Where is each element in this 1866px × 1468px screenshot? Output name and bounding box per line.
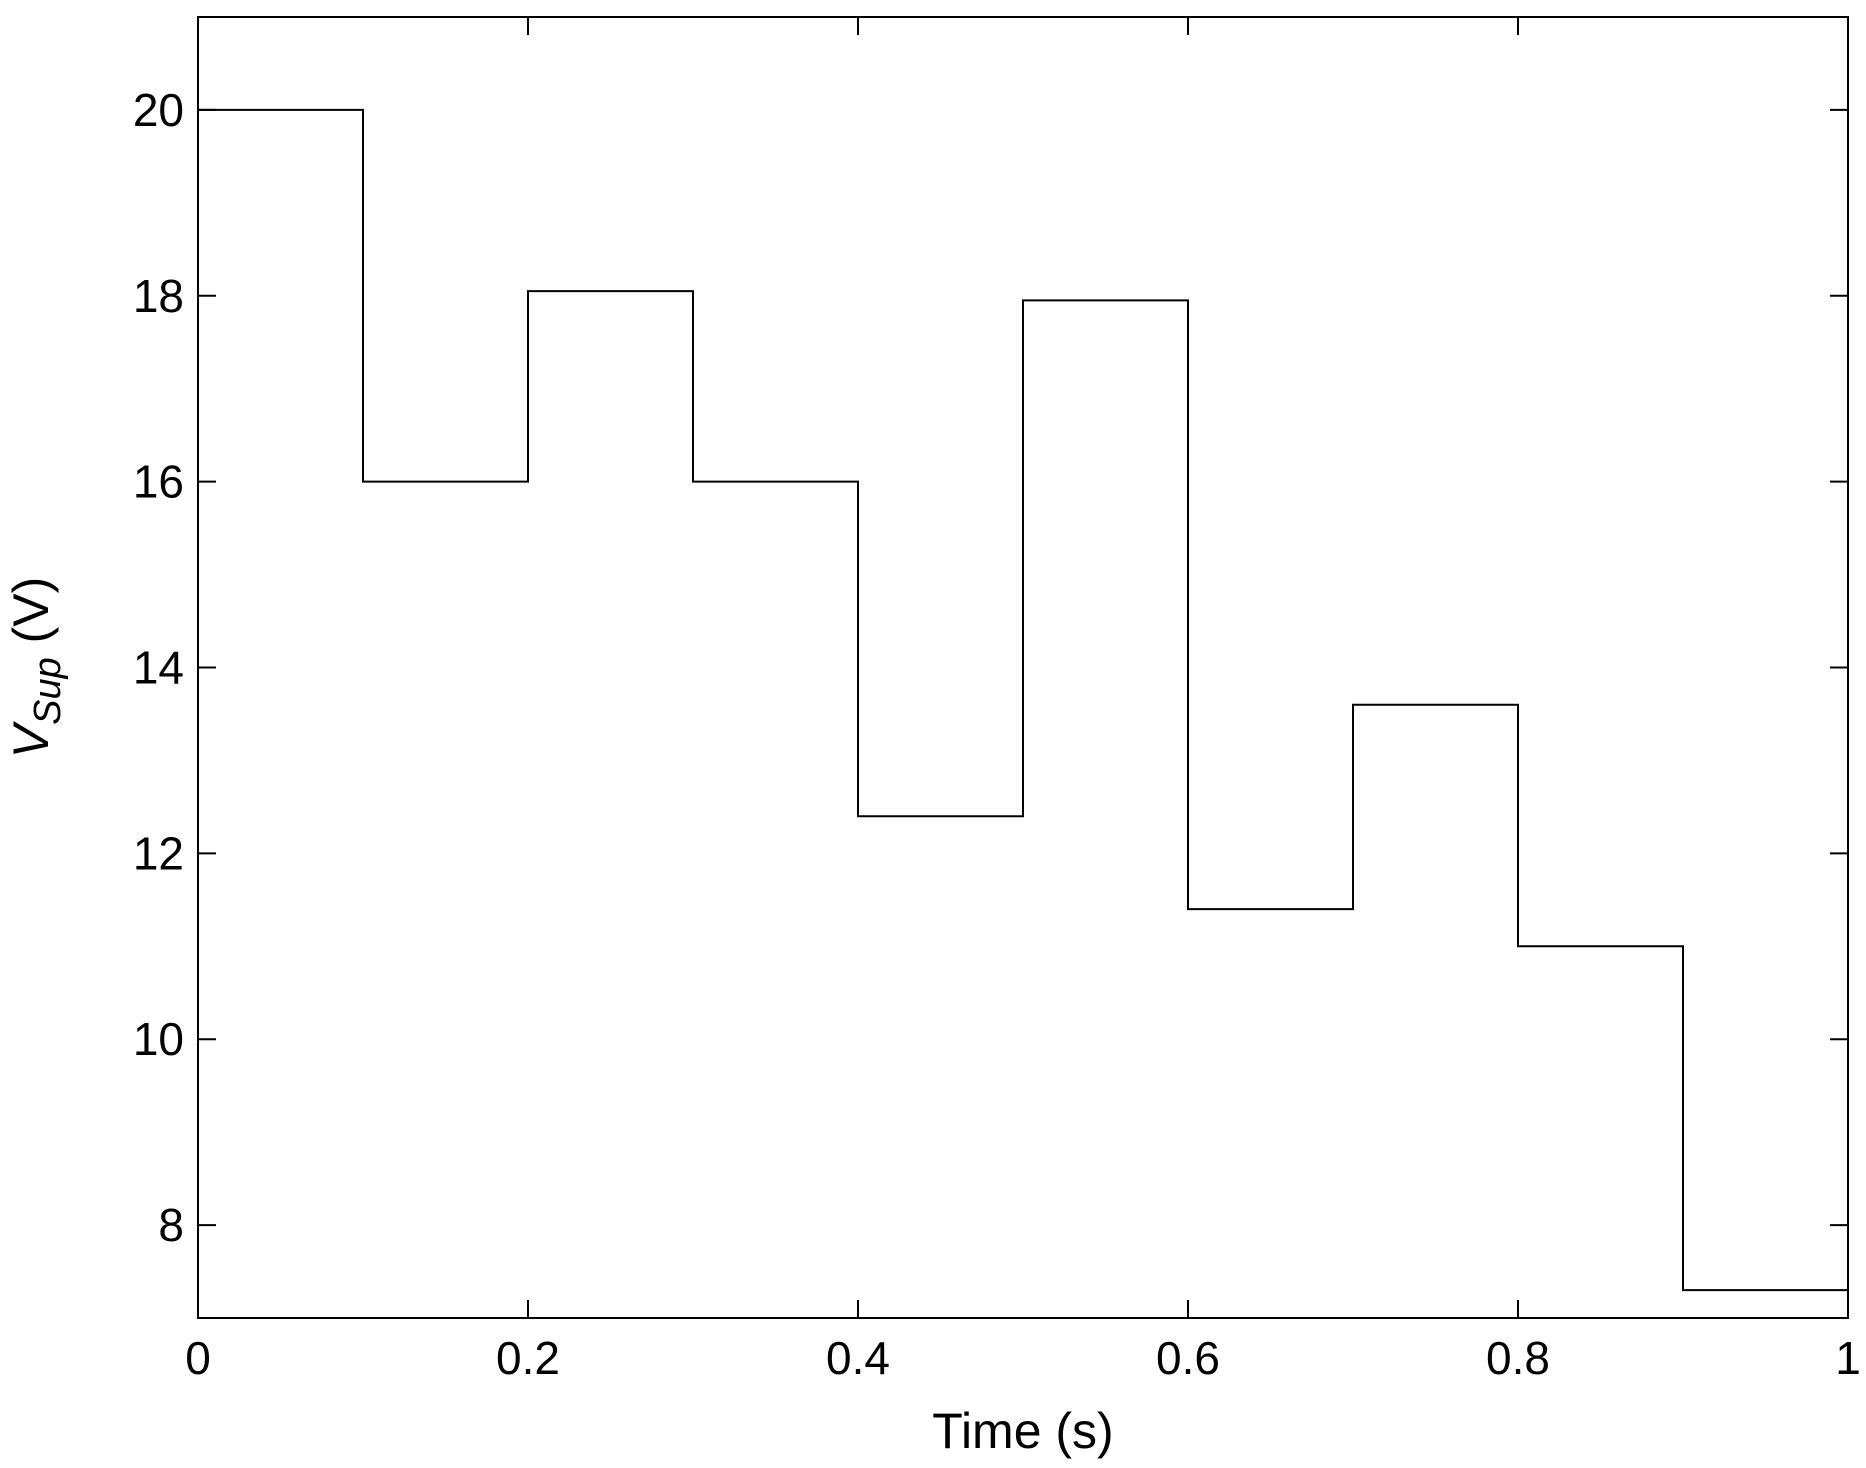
y-axis: 8 10 12 14 16 18 20 (133, 84, 1848, 1251)
x-axis: 0 0.2 0.4 0.6 0.8 1 (185, 17, 1861, 1384)
y-tick-label: 18 (133, 270, 184, 322)
x-tick-label: 1 (1835, 1332, 1861, 1384)
y-tick-label: 10 (133, 1013, 184, 1065)
y-tick-label: 12 (133, 827, 184, 879)
y-axis-label-subscript: Sup (27, 657, 69, 725)
y-axis-label-unit: (V) (3, 577, 59, 658)
y-tick-label: 8 (158, 1199, 184, 1251)
y-axis-label-main: V (3, 720, 59, 758)
x-tick-label: 0.8 (1486, 1332, 1550, 1384)
y-tick-label: 16 (133, 456, 184, 508)
x-axis-label: Time (s) (932, 1403, 1113, 1459)
y-tick-label: 14 (133, 642, 184, 694)
y-axis-label: VSup (V) (3, 577, 69, 759)
x-tick-label: 0 (185, 1332, 211, 1384)
x-tick-label: 0.6 (1156, 1332, 1220, 1384)
x-tick-label: 0.4 (826, 1332, 890, 1384)
series-line (198, 108, 1848, 1292)
y-tick-label: 20 (133, 84, 184, 136)
x-tick-label: 0.2 (496, 1332, 560, 1384)
